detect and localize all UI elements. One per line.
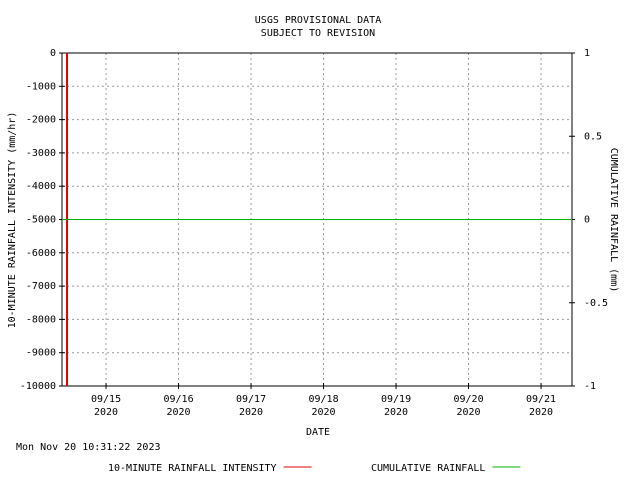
y-tick-label: -6000 — [26, 248, 56, 259]
y-tick-label: -2000 — [26, 115, 56, 126]
x-tick-label: 09/19 2020 — [381, 394, 411, 418]
y2-tick-label: 1 — [584, 48, 590, 59]
timestamp: Mon Nov 20 10:31:22 2023 — [16, 442, 161, 453]
chart-title: USGS PROVISIONAL DATA — [255, 15, 381, 26]
x-tick-label: 09/18 2020 — [308, 394, 338, 418]
y-axis-label: 10-MINUTE RAINFALL INTENSITY (mm/hr) — [7, 112, 18, 329]
x-tick-label: 09/15 2020 — [91, 394, 121, 418]
y-tick-label: 0 — [50, 48, 56, 59]
x-tick-label: 09/16 2020 — [163, 394, 193, 418]
y-tick-label: -10000 — [20, 381, 56, 392]
x-tick-label: 09/20 2020 — [453, 394, 483, 418]
y-tick-label: -9000 — [26, 348, 56, 359]
x-axis-label: DATE — [306, 427, 330, 438]
y-tick-label: -4000 — [26, 181, 56, 192]
y2-tick-label: 0.5 — [584, 131, 602, 142]
y2-axis-label: CUMULATIVE RAINFALL (mm) — [608, 148, 619, 293]
y2-tick-label: -1 — [584, 381, 596, 392]
y2-tick-label: -0.5 — [584, 298, 608, 309]
y-tick-label: -7000 — [26, 281, 56, 292]
chart-subtitle: SUBJECT TO REVISION — [261, 28, 375, 39]
y-tick-label: -8000 — [26, 314, 56, 325]
legend-label: 10-MINUTE RAINFALL INTENSITY — [108, 463, 277, 474]
x-tick-label: 09/17 2020 — [236, 394, 266, 418]
y-tick-label: -3000 — [26, 148, 56, 159]
x-tick-label: 09/21 2020 — [526, 394, 556, 418]
y-tick-label: -1000 — [26, 81, 56, 92]
y-tick-label: -5000 — [26, 215, 56, 226]
legend-label: CUMULATIVE RAINFALL — [371, 463, 485, 474]
y2-tick-label: 0 — [584, 215, 590, 226]
